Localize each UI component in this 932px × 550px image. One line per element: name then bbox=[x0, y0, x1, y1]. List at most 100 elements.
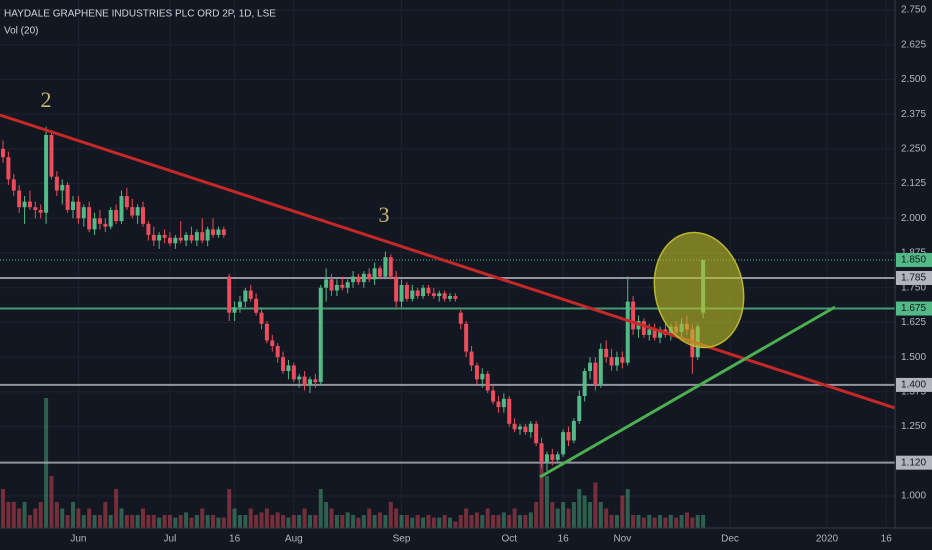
volume-bar bbox=[480, 515, 485, 528]
volume-bar bbox=[523, 515, 528, 528]
candle-body bbox=[307, 379, 312, 385]
candle-body bbox=[518, 426, 523, 430]
candle-body bbox=[157, 234, 162, 241]
candle-body bbox=[221, 229, 226, 235]
x-tick-label: 16 bbox=[229, 534, 241, 545]
volume-bar bbox=[54, 502, 59, 528]
candle-body bbox=[119, 196, 124, 222]
volume-bar bbox=[178, 515, 183, 528]
volume-bar bbox=[356, 517, 361, 528]
wave-label: 2 bbox=[41, 87, 52, 112]
candle-body bbox=[582, 371, 587, 397]
candle-body bbox=[453, 296, 458, 299]
volume-bar bbox=[60, 508, 65, 528]
candle-body bbox=[270, 340, 275, 347]
volume-bar bbox=[87, 508, 92, 528]
candle-body bbox=[329, 279, 334, 291]
volume-bar bbox=[103, 502, 108, 528]
candle-body bbox=[598, 348, 603, 385]
volume-bar bbox=[167, 515, 172, 528]
candle-body bbox=[114, 209, 119, 222]
volume-bar bbox=[485, 508, 490, 528]
candle-body bbox=[184, 234, 189, 241]
candle-body bbox=[264, 323, 269, 341]
volume-bar bbox=[415, 515, 420, 528]
candle-body bbox=[421, 287, 426, 297]
volume-bar bbox=[270, 515, 275, 528]
volume-bar bbox=[566, 508, 571, 528]
candle-body bbox=[22, 201, 27, 208]
candle-body bbox=[426, 287, 431, 294]
x-tick-label: 16 bbox=[558, 534, 570, 545]
candle-body bbox=[38, 209, 43, 213]
candle-body bbox=[216, 229, 221, 235]
volume-bar bbox=[593, 482, 598, 528]
candle-body bbox=[437, 293, 442, 297]
volume-bar bbox=[65, 515, 70, 528]
volume-bar bbox=[647, 515, 652, 528]
candle-body bbox=[604, 348, 609, 358]
candle-body bbox=[200, 232, 205, 241]
level-label: 1.675 bbox=[901, 303, 926, 314]
y-tick-label: 2.625 bbox=[901, 39, 926, 50]
volume-bar bbox=[38, 502, 43, 528]
candle-body bbox=[87, 207, 92, 230]
y-tick-label: 2.000 bbox=[901, 213, 926, 224]
candle-body bbox=[71, 201, 76, 210]
volume-bar bbox=[448, 517, 452, 528]
candle-body bbox=[11, 179, 16, 191]
level-label: 1.785 bbox=[901, 273, 926, 284]
candle-body bbox=[259, 312, 264, 324]
volume-bar bbox=[162, 515, 167, 528]
candle-body bbox=[469, 351, 474, 366]
volume-bar bbox=[674, 517, 679, 528]
x-tick-label: Jun bbox=[70, 534, 86, 545]
candle-body bbox=[178, 237, 183, 241]
volume-bar bbox=[184, 512, 189, 528]
candle-body bbox=[130, 207, 135, 216]
candle-body bbox=[442, 293, 447, 299]
candle-body bbox=[297, 376, 302, 380]
candle-body bbox=[372, 268, 377, 280]
volume-bar bbox=[377, 512, 382, 528]
level-label-box bbox=[896, 252, 932, 267]
candle-body bbox=[1, 148, 5, 158]
candle-body bbox=[135, 207, 140, 216]
candle-body bbox=[205, 229, 210, 241]
volume-bar bbox=[437, 517, 442, 528]
volume-bar bbox=[469, 515, 474, 528]
y-tick-label: 1.000 bbox=[901, 491, 926, 502]
candle-body bbox=[652, 329, 657, 338]
candle-body bbox=[361, 273, 366, 283]
volume-bar bbox=[324, 502, 329, 528]
level-label: 1.850 bbox=[901, 255, 926, 266]
volume-bar bbox=[571, 502, 576, 528]
volume-bar bbox=[663, 517, 668, 528]
volume-bar bbox=[582, 495, 587, 528]
y-tick-label: 1.500 bbox=[901, 352, 926, 363]
volume-bar bbox=[534, 502, 539, 528]
level-label-box bbox=[896, 270, 932, 285]
grid bbox=[0, 0, 895, 528]
volume-bar bbox=[71, 502, 76, 528]
volume-bar bbox=[302, 508, 307, 528]
volume-bar bbox=[528, 512, 533, 528]
volume-bar bbox=[701, 515, 706, 528]
volume-bar bbox=[496, 515, 501, 528]
volume-bar bbox=[631, 515, 636, 528]
candle-body bbox=[243, 290, 248, 302]
volume-bar bbox=[658, 515, 663, 528]
volume-bar bbox=[146, 515, 151, 528]
chart-title: HAYDALE GRAPHENE INDUSTRIES PLC ORD 2P, … bbox=[4, 9, 276, 20]
volume-bar bbox=[410, 517, 415, 528]
y-tick-label: 2.375 bbox=[901, 109, 926, 120]
candle-body bbox=[302, 376, 307, 385]
volume-bar bbox=[200, 508, 205, 528]
candle-body bbox=[367, 273, 372, 280]
volume-bar bbox=[426, 515, 431, 528]
volume-bar bbox=[539, 463, 544, 528]
candle-body bbox=[194, 232, 199, 241]
volume-bar bbox=[189, 517, 194, 528]
level-label-box bbox=[896, 377, 932, 392]
volume-bar bbox=[518, 515, 523, 528]
